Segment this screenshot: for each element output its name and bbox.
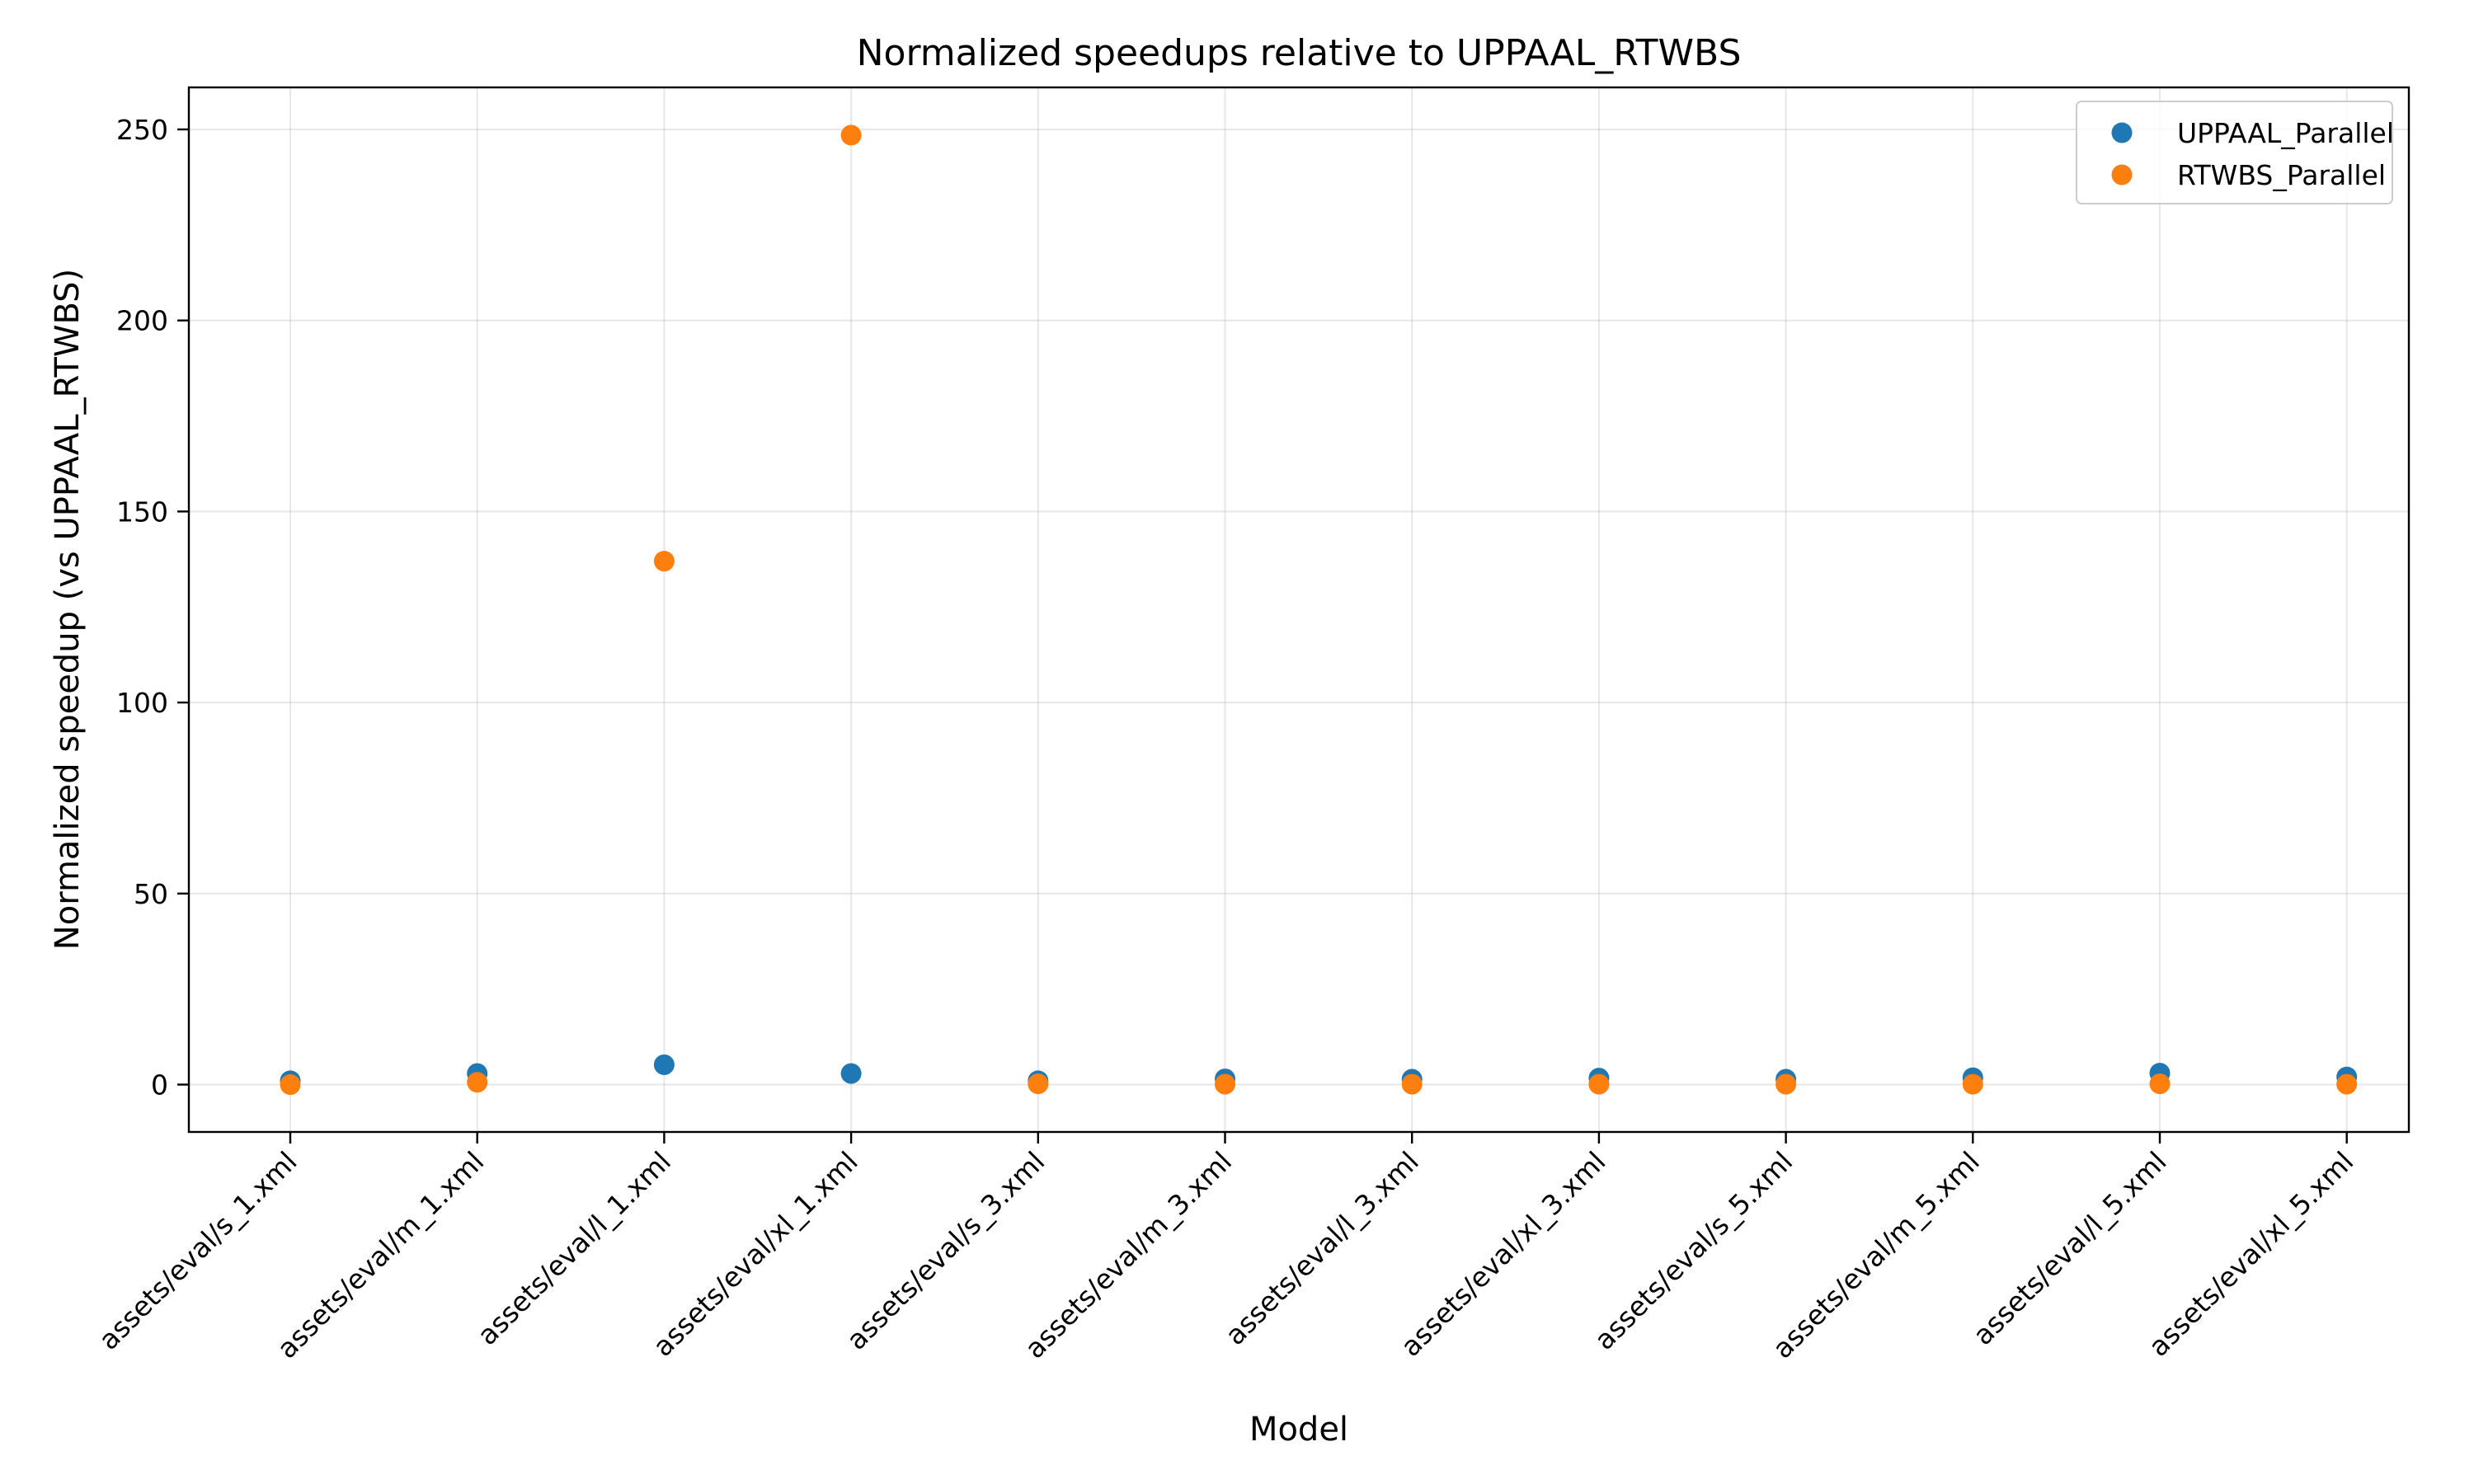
y-tick-label: 50	[134, 878, 168, 910]
grid	[189, 87, 2409, 1132]
point-rtwbs-parallel	[653, 551, 675, 572]
legend-marker-uppaal-parallel	[2111, 122, 2133, 143]
y-tick-label: 100	[116, 687, 168, 719]
legend-marker-rtwbs-parallel	[2111, 164, 2133, 186]
point-rtwbs-parallel	[1962, 1073, 1983, 1095]
legend-label-rtwbs-parallel: RTWBS_Parallel	[2177, 159, 2386, 191]
legend-box	[2076, 101, 2393, 204]
y-tick-label: 200	[116, 305, 168, 337]
x-axis-label: Model	[1249, 1411, 1348, 1449]
point-rtwbs-parallel	[1776, 1073, 1797, 1095]
point-uppaal-parallel	[653, 1054, 675, 1075]
y-tick-label: 250	[116, 114, 168, 146]
y-axis-label: Normalized speedup (vs UPPAAL_RTWBS)	[49, 269, 87, 950]
point-rtwbs-parallel	[1028, 1073, 1049, 1095]
legend-label-uppaal-parallel: UPPAAL_Parallel	[2177, 117, 2394, 149]
chart-title: Normalized speedups relative to UPPAAL_R…	[857, 32, 1742, 74]
y-axis-ticks: 0 50 100 150 200 250	[116, 114, 189, 1101]
data-points	[280, 124, 2358, 1096]
point-rtwbs-parallel	[1215, 1073, 1235, 1095]
point-rtwbs-parallel	[2336, 1073, 2358, 1095]
point-rtwbs-parallel	[1588, 1073, 1610, 1095]
point-rtwbs-parallel	[1401, 1073, 1423, 1095]
point-rtwbs-parallel	[840, 124, 862, 146]
point-rtwbs-parallel	[467, 1072, 488, 1093]
legend: UPPAAL_Parallel RTWBS_Parallel	[2076, 101, 2394, 204]
plot-frame	[187, 86, 2411, 1134]
y-tick-label: 150	[116, 495, 168, 528]
point-rtwbs-parallel	[2149, 1073, 2171, 1095]
point-rtwbs-parallel	[280, 1074, 301, 1096]
point-uppaal-parallel	[840, 1063, 862, 1084]
y-tick-label: 0	[151, 1069, 168, 1101]
